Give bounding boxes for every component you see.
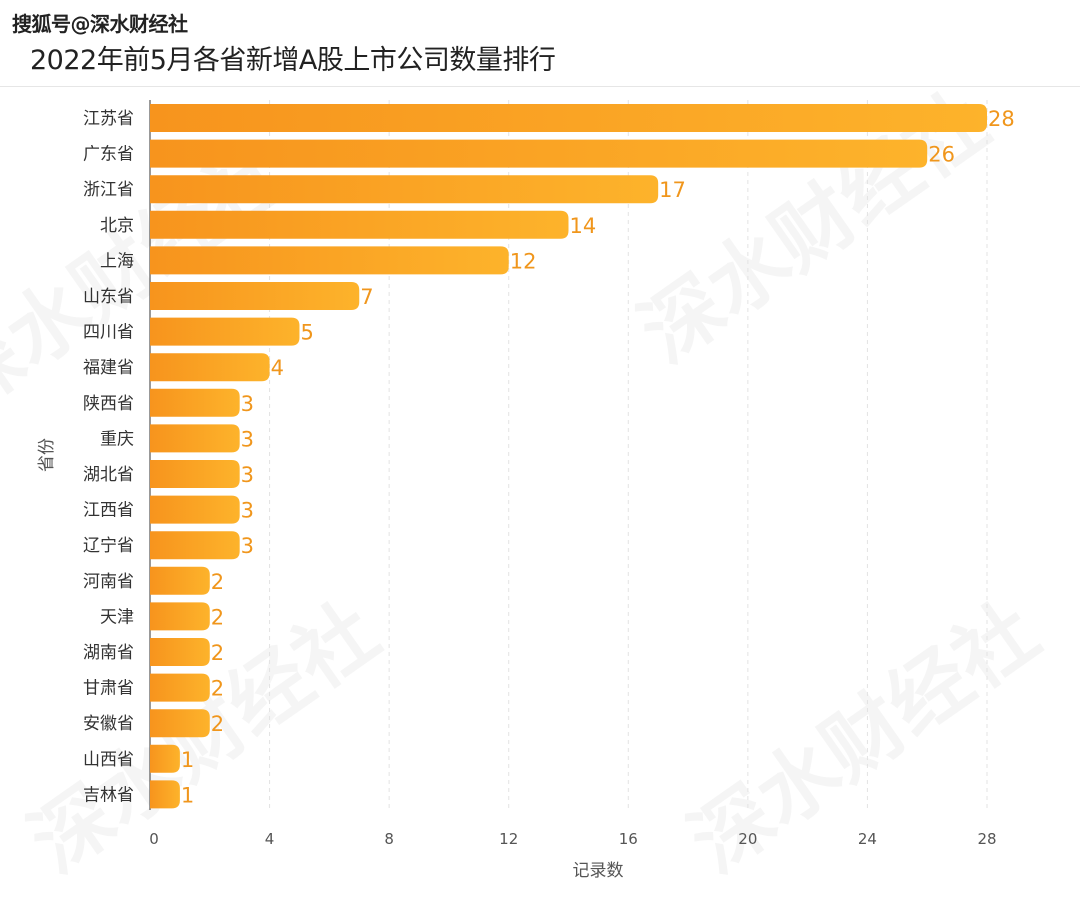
category-label: 安徽省: [83, 714, 134, 734]
source-label: 搜狐号@深水财经社: [12, 12, 188, 36]
x-axis-label: 记录数: [573, 861, 624, 881]
category-label: 天津: [100, 607, 134, 627]
category-label: 江西省: [83, 501, 134, 521]
chart-title: 2022年前5月各省新增A股上市公司数量排行: [30, 45, 556, 76]
category-label: 辽宁省: [83, 536, 134, 556]
category-label: 山东省: [83, 287, 134, 307]
data-label: 2: [211, 605, 224, 629]
category-label: 浙江省: [83, 180, 134, 200]
data-label: 2: [211, 570, 224, 594]
category-label: 重庆: [100, 429, 134, 449]
bar: [150, 531, 240, 560]
data-label: 2: [211, 677, 224, 701]
category-label: 陕西省: [83, 394, 134, 414]
data-label: 1: [181, 783, 194, 807]
category-label: 湖北省: [83, 465, 134, 485]
data-label: 2: [211, 641, 224, 665]
bar: [150, 246, 509, 275]
bar: [150, 709, 210, 738]
bar: [150, 353, 270, 382]
bar: [150, 139, 928, 168]
bar: [150, 282, 360, 310]
category-label: 四川省: [83, 323, 134, 343]
category-label: 河南省: [83, 572, 134, 592]
x-tick-label: 20: [738, 830, 757, 848]
x-tick-label: 28: [977, 830, 996, 848]
data-label: 28: [988, 107, 1015, 131]
category-label: 福建省: [83, 358, 134, 378]
x-tick-label: 16: [619, 830, 638, 848]
data-label: 14: [570, 214, 597, 238]
data-label: 3: [241, 392, 254, 416]
x-tick-label: 8: [384, 830, 394, 848]
bar: [150, 175, 659, 204]
data-label: 7: [360, 285, 373, 309]
bar: [150, 210, 569, 239]
bar: [150, 317, 300, 346]
category-label: 甘肃省: [83, 679, 134, 699]
bar: [150, 744, 180, 773]
x-tick-label: 4: [265, 830, 275, 848]
data-label: 3: [241, 534, 254, 558]
x-tick-label: 24: [858, 830, 877, 848]
data-label: 3: [241, 499, 254, 523]
category-label: 吉林省: [83, 785, 134, 805]
data-label: 2: [211, 712, 224, 736]
category-label: 山西省: [83, 750, 134, 770]
category-label: 北京: [100, 216, 134, 236]
bar: [150, 673, 210, 702]
bar: [150, 460, 240, 488]
bar: [150, 638, 210, 666]
title-divider: [0, 86, 1080, 87]
x-tick-label: 0: [149, 830, 159, 848]
data-label: 3: [241, 463, 254, 487]
watermark: 深水财经社: [0, 125, 305, 431]
category-label: 上海: [100, 251, 134, 271]
bar: [150, 495, 240, 524]
data-label: 3: [241, 427, 254, 451]
data-label: 17: [659, 178, 686, 202]
bar: [150, 566, 210, 595]
data-label: 5: [300, 321, 313, 345]
bar: [150, 780, 180, 809]
data-label: 1: [181, 748, 194, 772]
category-label: 湖南省: [83, 643, 134, 663]
data-label: 26: [928, 143, 955, 167]
watermark: 深水财经社: [14, 585, 395, 891]
bar: [150, 424, 240, 453]
bar: [150, 388, 240, 417]
data-label: 12: [510, 249, 537, 273]
x-tick-label: 12: [499, 830, 518, 848]
category-label: 江苏省: [83, 109, 134, 129]
data-label: 4: [271, 356, 284, 380]
bar: [150, 602, 210, 631]
y-axis-label: 省份: [37, 438, 57, 472]
category-label: 广东省: [83, 145, 134, 165]
bar: [150, 104, 987, 132]
